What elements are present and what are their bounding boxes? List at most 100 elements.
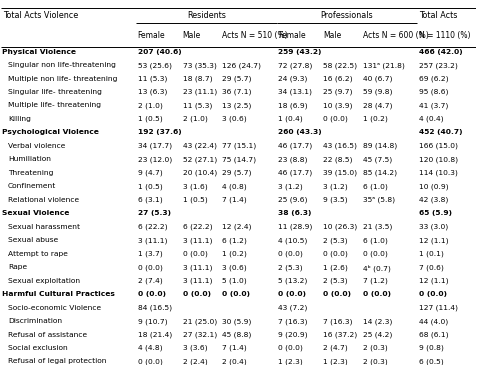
Text: 40 (6.7): 40 (6.7): [363, 76, 392, 82]
Text: 0 (0.0): 0 (0.0): [138, 358, 162, 365]
Text: 11 (5.3): 11 (5.3): [138, 76, 167, 82]
Text: 1 (2.3): 1 (2.3): [323, 358, 348, 365]
Text: 22 (8.5): 22 (8.5): [323, 156, 353, 163]
Text: 72 (27.8): 72 (27.8): [278, 62, 313, 69]
Text: Attempt to rape: Attempt to rape: [8, 251, 68, 257]
Text: 30 (5.9): 30 (5.9): [222, 318, 252, 324]
Text: Multiple non life- threatening: Multiple non life- threatening: [8, 76, 117, 81]
Text: 0 (0.0): 0 (0.0): [222, 291, 250, 297]
Text: 2 (5.3): 2 (5.3): [323, 278, 348, 284]
Text: 0 (0.0): 0 (0.0): [183, 251, 208, 257]
Text: 2 (1.0): 2 (1.0): [138, 103, 162, 109]
Text: 5 (13.2): 5 (13.2): [278, 278, 308, 284]
Text: 452 (40.7): 452 (40.7): [419, 130, 462, 135]
Text: 9 (20.9): 9 (20.9): [278, 331, 308, 338]
Text: 257 (23.2): 257 (23.2): [419, 62, 457, 69]
Text: 10 (26.3): 10 (26.3): [323, 224, 357, 230]
Text: 43 (16.5): 43 (16.5): [323, 143, 357, 149]
Text: 2 (4.7): 2 (4.7): [323, 345, 348, 351]
Text: 2 (5.3): 2 (5.3): [323, 237, 348, 244]
Text: 11 (28.9): 11 (28.9): [278, 224, 313, 230]
Text: Singular non life-threatening: Singular non life-threatening: [8, 62, 116, 68]
Text: 59 (9.8): 59 (9.8): [363, 89, 392, 96]
Text: 44 (4.0): 44 (4.0): [419, 318, 448, 324]
Text: 23 (12.0): 23 (12.0): [138, 156, 172, 163]
Text: 7 (0.6): 7 (0.6): [419, 264, 443, 271]
Text: 46 (17.7): 46 (17.7): [278, 143, 313, 149]
Text: 5 (1.0): 5 (1.0): [222, 278, 247, 284]
Text: Total Acts Violence: Total Acts Violence: [2, 11, 78, 20]
Text: 6 (1.0): 6 (1.0): [363, 237, 387, 244]
Text: 6 (1.0): 6 (1.0): [363, 183, 387, 190]
Text: 1 (0.5): 1 (0.5): [138, 116, 162, 122]
Text: 3 (3.6): 3 (3.6): [183, 345, 207, 351]
Text: 6 (0.5): 6 (0.5): [419, 358, 443, 365]
Text: 35ᵃ (5.8): 35ᵃ (5.8): [363, 197, 395, 203]
Text: 0 (0.0): 0 (0.0): [183, 291, 211, 297]
Text: 0 (0.0): 0 (0.0): [363, 291, 391, 297]
Text: 192 (37.6): 192 (37.6): [138, 130, 181, 135]
Text: 23 (8.8): 23 (8.8): [278, 156, 308, 163]
Text: 259 (43.2): 259 (43.2): [278, 49, 322, 54]
Text: 6 (22.2): 6 (22.2): [138, 224, 167, 230]
Text: 68 (6.1): 68 (6.1): [419, 331, 448, 338]
Text: 77 (15.1): 77 (15.1): [222, 143, 256, 149]
Text: 36 (7.1): 36 (7.1): [222, 89, 252, 96]
Text: 1 (0.4): 1 (0.4): [278, 116, 303, 122]
Text: 33 (3.0): 33 (3.0): [419, 224, 448, 230]
Text: 7 (16.3): 7 (16.3): [278, 318, 308, 324]
Text: 29 (5.7): 29 (5.7): [222, 170, 252, 176]
Text: 28 (4.7): 28 (4.7): [363, 103, 392, 109]
Text: 53 (25.6): 53 (25.6): [138, 62, 171, 69]
Text: 16 (6.2): 16 (6.2): [323, 76, 353, 82]
Text: 34 (13.1): 34 (13.1): [278, 89, 312, 96]
Text: 58 (22.5): 58 (22.5): [323, 62, 357, 69]
Text: Humiliation: Humiliation: [8, 156, 51, 162]
Text: 21 (25.0): 21 (25.0): [183, 318, 217, 324]
Text: 13 (2.5): 13 (2.5): [222, 103, 252, 109]
Text: Refusal of assistance: Refusal of assistance: [8, 331, 87, 338]
Text: 9 (3.5): 9 (3.5): [323, 197, 348, 203]
Text: 14 (2.3): 14 (2.3): [363, 318, 392, 324]
Text: Confinement: Confinement: [8, 183, 56, 189]
Text: Sexual Violence: Sexual Violence: [2, 210, 70, 216]
Text: 95 (8.6): 95 (8.6): [419, 89, 448, 96]
Text: 9 (0.8): 9 (0.8): [419, 345, 443, 351]
Text: 0 (0.0): 0 (0.0): [278, 291, 306, 297]
Text: 466 (42.0): 466 (42.0): [419, 49, 462, 54]
Text: 27 (5.3): 27 (5.3): [138, 210, 170, 216]
Text: Relational violence: Relational violence: [8, 197, 79, 203]
Text: 131ᵃ (21.8): 131ᵃ (21.8): [363, 62, 405, 69]
Text: 38 (6.3): 38 (6.3): [278, 210, 312, 216]
Text: 16 (37.2): 16 (37.2): [323, 331, 357, 338]
Text: Physical Violence: Physical Violence: [2, 49, 76, 54]
Text: Female: Female: [278, 31, 306, 40]
Text: Multiple life- threatening: Multiple life- threatening: [8, 103, 101, 108]
Text: Discrimination: Discrimination: [8, 318, 62, 324]
Text: 127 (11.4): 127 (11.4): [419, 304, 458, 311]
Text: Female: Female: [138, 31, 165, 40]
Text: 4ᵇ (0.7): 4ᵇ (0.7): [363, 264, 391, 272]
Text: Socio-economic Violence: Socio-economic Violence: [8, 304, 101, 311]
Text: 2 (0.3): 2 (0.3): [363, 345, 387, 351]
Text: 9 (4.7): 9 (4.7): [138, 170, 162, 176]
Text: Sexual harassment: Sexual harassment: [8, 224, 80, 230]
Text: Killing: Killing: [8, 116, 31, 122]
Text: Verbal violence: Verbal violence: [8, 143, 65, 149]
Text: 46 (17.7): 46 (17.7): [278, 170, 313, 176]
Text: 0 (0.0): 0 (0.0): [138, 264, 162, 271]
Text: Sexual abuse: Sexual abuse: [8, 237, 58, 243]
Text: 2 (5.3): 2 (5.3): [278, 264, 303, 271]
Text: 42 (3.8): 42 (3.8): [419, 197, 448, 203]
Text: 0 (0.0): 0 (0.0): [323, 291, 351, 297]
Text: 1 (0.2): 1 (0.2): [222, 251, 247, 257]
Text: 1 (2.6): 1 (2.6): [323, 264, 348, 271]
Text: 41 (3.7): 41 (3.7): [419, 103, 448, 109]
Text: 18 (6.9): 18 (6.9): [278, 103, 308, 109]
Text: 0 (0.0): 0 (0.0): [138, 291, 166, 297]
Text: 29 (5.7): 29 (5.7): [222, 76, 252, 82]
Text: 69 (6.2): 69 (6.2): [419, 76, 448, 82]
Text: 3 (11.1): 3 (11.1): [183, 264, 212, 271]
Text: 0 (0.0): 0 (0.0): [278, 251, 303, 257]
Text: 2 (0.3): 2 (0.3): [363, 358, 387, 365]
